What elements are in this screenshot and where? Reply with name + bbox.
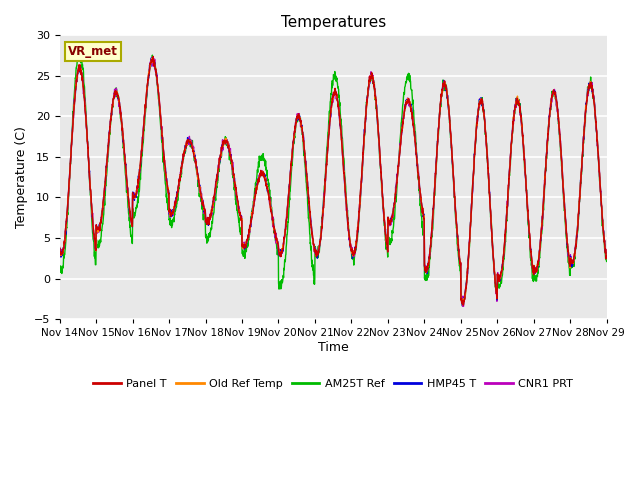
Panel T [460,302,467,308]
CNR1 PRT [603,255,611,261]
Panel T [209,205,216,211]
Old Ref Temp [555,117,563,122]
AM25T Ref [56,266,63,272]
HMP45 T [493,289,500,295]
Old Ref Temp [493,290,500,296]
Old Ref Temp [349,252,357,258]
HMP45 T [148,55,156,61]
HMP45 T [349,248,357,254]
Old Ref Temp [603,255,611,261]
CNR1 PRT [209,203,216,209]
Title: Temperatures: Temperatures [280,15,386,30]
Panel T [349,249,357,255]
Line: Old Ref Temp: Old Ref Temp [60,58,607,304]
Panel T [570,254,578,260]
Line: CNR1 PRT: CNR1 PRT [60,58,607,306]
CNR1 PRT [361,124,369,130]
HMP45 T [361,123,369,129]
HMP45 T [570,256,578,262]
Line: Panel T: Panel T [60,57,607,305]
Old Ref Temp [459,301,467,307]
CNR1 PRT [150,55,157,61]
HMP45 T [555,122,563,128]
Old Ref Temp [209,204,216,210]
Panel T [555,119,563,124]
CNR1 PRT [570,254,578,260]
AM25T Ref [361,129,369,134]
CNR1 PRT [349,249,357,255]
CNR1 PRT [493,289,500,295]
AM25T Ref [570,264,578,269]
AM25T Ref [493,290,500,296]
Old Ref Temp [361,123,369,129]
HMP45 T [603,252,611,258]
Line: HMP45 T: HMP45 T [60,58,607,304]
AM25T Ref [555,119,563,125]
AM25T Ref [349,256,357,262]
Legend: Panel T, Old Ref Temp, AM25T Ref, HMP45 T, CNR1 PRT: Panel T, Old Ref Temp, AM25T Ref, HMP45 … [88,374,578,393]
Panel T [361,123,369,129]
HMP45 T [209,203,216,208]
Panel T [56,245,63,251]
Line: AM25T Ref: AM25T Ref [60,47,607,306]
CNR1 PRT [56,248,63,254]
X-axis label: Time: Time [318,341,349,354]
CNR1 PRT [460,303,467,309]
AM25T Ref [459,303,467,309]
Panel T [603,255,611,261]
Y-axis label: Temperature (C): Temperature (C) [15,126,28,228]
Old Ref Temp [56,246,63,252]
Panel T [149,54,157,60]
AM25T Ref [603,259,611,264]
AM25T Ref [75,44,83,50]
Old Ref Temp [148,55,156,61]
Panel T [493,291,500,297]
AM25T Ref [209,220,216,226]
Old Ref Temp [570,254,578,260]
HMP45 T [460,301,467,307]
HMP45 T [56,249,63,254]
CNR1 PRT [555,121,563,127]
Text: VR_met: VR_met [68,45,118,58]
